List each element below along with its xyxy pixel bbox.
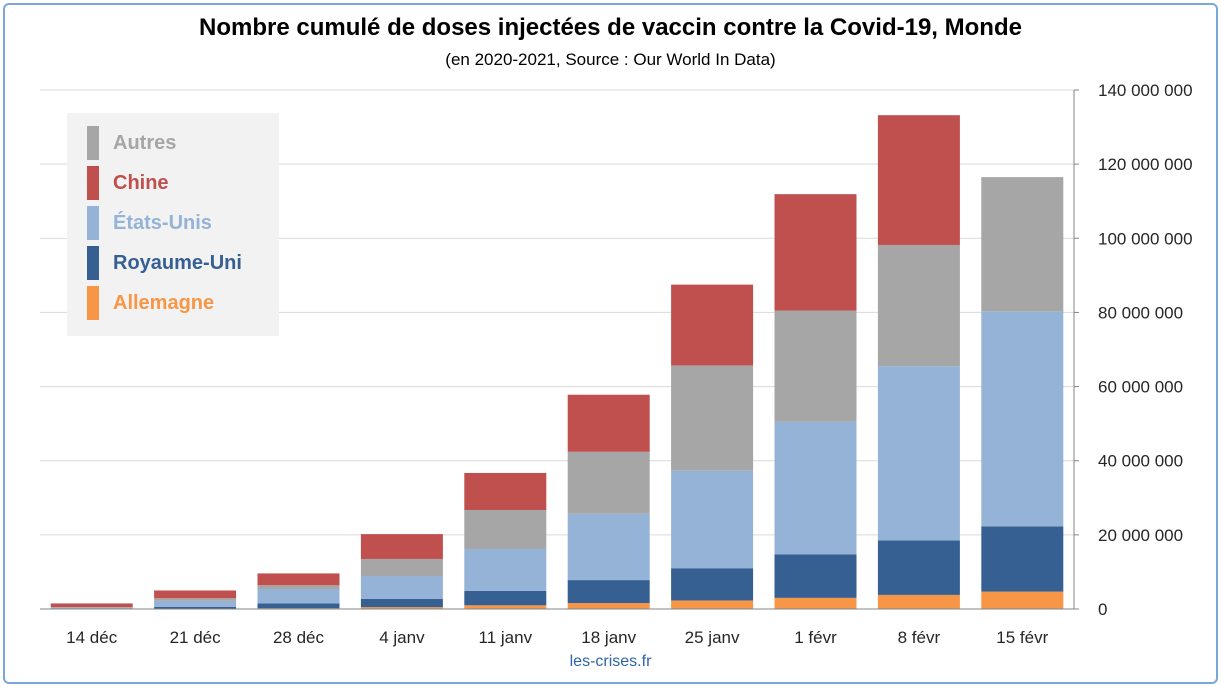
bar-segment: [360, 576, 443, 599]
bar-segment: [464, 472, 547, 511]
bar-segment: [567, 580, 650, 604]
y-tick-label: 80 000 000: [1098, 303, 1183, 322]
bar-segment: [257, 603, 340, 609]
x-tick-label: 21 déc: [170, 628, 222, 647]
bar-segment: [567, 603, 650, 609]
watermark: les-crises.fr: [569, 653, 652, 670]
legend-label-allemagne: Allemagne: [113, 292, 215, 314]
bar-segment: [360, 534, 443, 559]
bar-segment: [774, 597, 857, 609]
legend-swatch-royaume-uni: [87, 246, 99, 280]
legend-swatch-chine: [87, 166, 99, 200]
bar-segment: [50, 603, 133, 608]
bar-segment: [257, 585, 340, 589]
legend-swatch-etats-unis: [87, 206, 99, 240]
legend-label-etats-unis: États-Unis: [113, 212, 212, 234]
legend-label-royaume-uni: Royaume-Uni: [113, 252, 242, 274]
bar-segment: [50, 607, 133, 609]
bar-segment: [671, 568, 754, 601]
bar-segment: [154, 598, 237, 601]
x-tick-label: 14 déc: [66, 628, 118, 647]
bar-segment: [464, 605, 547, 609]
legend-label-autres: Autres: [113, 132, 177, 154]
bar-segment: [774, 310, 857, 422]
x-tick-label: 8 févr: [898, 628, 941, 647]
y-tick-label: 100 000 000: [1098, 229, 1193, 248]
bar-segment: [464, 510, 547, 549]
y-tick-label: 140 000 000: [1098, 81, 1193, 100]
bar-segment: [567, 394, 650, 452]
bar-segment: [671, 470, 754, 569]
bar-segment: [774, 194, 857, 311]
bar-segment: [257, 573, 340, 586]
bar-segment: [154, 600, 237, 607]
legend-label-chine: Chine: [113, 172, 169, 194]
x-tick-label: 1 févr: [794, 628, 837, 647]
bar-segment: [877, 594, 960, 609]
bar-segment: [671, 600, 754, 609]
bar-segment: [464, 548, 547, 591]
x-tick-label: 15 févr: [996, 628, 1048, 647]
chart-subtitle: (en 2020-2021, Source : Our World In Dat…: [445, 50, 776, 69]
bar-segment: [567, 451, 650, 514]
bar-segment: [877, 115, 960, 245]
bar-segment: [774, 421, 857, 555]
x-tick-label: 18 janv: [581, 628, 636, 647]
bar-segment: [671, 284, 754, 366]
x-tick-label: 11 janv: [479, 628, 533, 647]
bar-segment: [981, 311, 1064, 527]
legend-swatch-allemagne: [87, 286, 99, 320]
bar-segment: [464, 590, 547, 606]
x-tick-label: 28 déc: [273, 628, 325, 647]
chart-title: Nombre cumulé de doses injectées de vacc…: [199, 14, 1022, 41]
bar-segment: [154, 590, 237, 599]
bar-segment: [360, 598, 443, 608]
bar-segment: [360, 607, 443, 609]
bar-segment: [774, 554, 857, 598]
bar-segment: [567, 513, 650, 581]
bar-segment: [154, 606, 237, 609]
bar-segment: [981, 591, 1064, 609]
bar-segment: [877, 244, 960, 367]
x-tick-label: 25 janv: [685, 628, 740, 647]
bar-segment: [877, 540, 960, 595]
bar-segment: [981, 177, 1064, 312]
bar-segment: [671, 365, 754, 471]
x-tick-label: 4 janv: [379, 628, 425, 647]
legend-swatch-autres: [87, 126, 99, 160]
bar-segment: [981, 526, 1064, 592]
y-tick-label: 0: [1098, 600, 1107, 619]
y-tick-label: 120 000 000: [1098, 155, 1193, 174]
y-tick-label: 40 000 000: [1098, 452, 1183, 471]
bar-segment: [360, 558, 443, 577]
legend: Autres Chine États-Unis Royaume-Uni Alle…: [67, 113, 279, 336]
bar-segment: [877, 366, 960, 541]
y-tick-label: 20 000 000: [1098, 526, 1183, 545]
bar-segment: [50, 607, 133, 608]
bar-segment: [257, 588, 340, 604]
y-tick-label: 60 000 000: [1098, 378, 1183, 397]
